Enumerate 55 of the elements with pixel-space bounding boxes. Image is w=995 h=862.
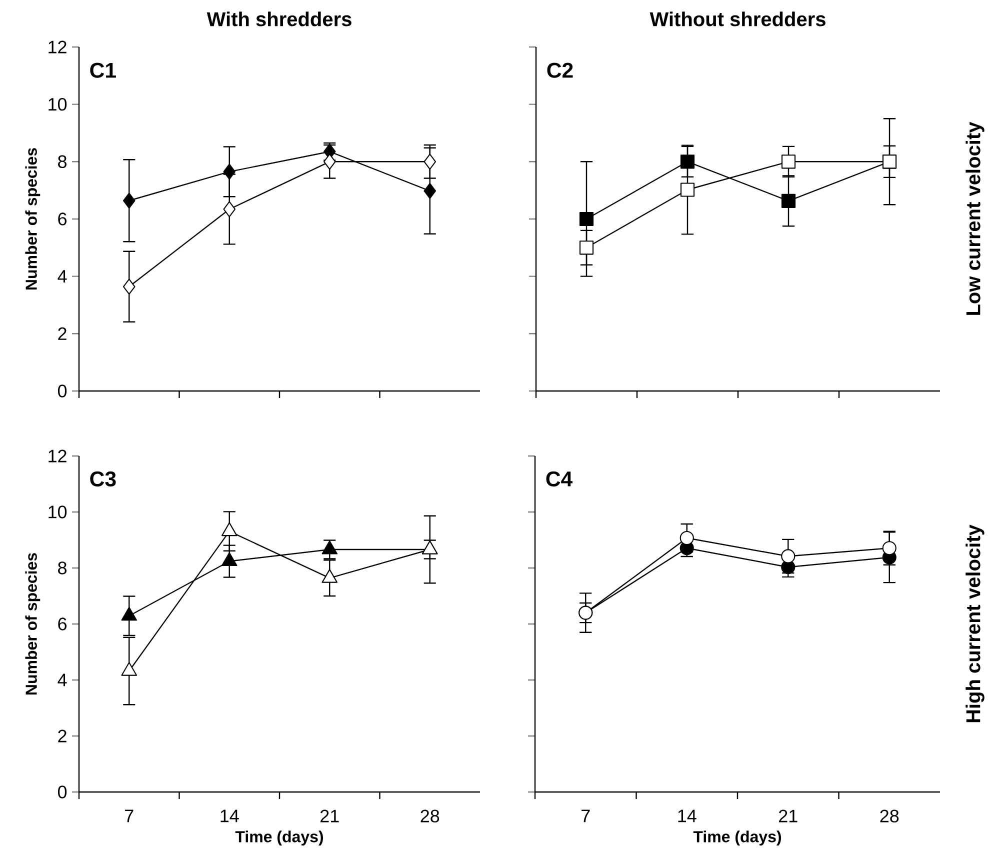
y-axis-title: Number of species — [25, 148, 40, 290]
x-tick-label: 14 — [678, 810, 696, 822]
point — [781, 194, 796, 208]
point — [122, 278, 136, 295]
point — [121, 662, 138, 676]
point — [579, 212, 594, 226]
y-tick-label: 8 — [58, 155, 67, 168]
point — [122, 192, 136, 209]
y-tick-label: 4 — [58, 270, 67, 283]
chart-title: Without shredders — [650, 12, 826, 26]
x-axis-title: Time (days) — [693, 830, 782, 846]
x-tick-label: 21 — [320, 810, 339, 822]
chart-title: With shredders — [206, 12, 352, 26]
point — [221, 522, 238, 536]
point — [680, 154, 695, 169]
point — [424, 182, 436, 199]
x-tick-label: 28 — [420, 810, 440, 822]
point — [221, 552, 238, 566]
y-tick-label: 0 — [58, 384, 67, 398]
y-tick-label: 2 — [58, 730, 66, 742]
annotation: C4 — [546, 471, 573, 486]
x-tick-label: 28 — [880, 810, 899, 822]
point — [223, 201, 236, 218]
point — [579, 240, 594, 255]
y-tick-label: 0 — [58, 786, 67, 798]
x-tick-label: 21 — [779, 810, 798, 822]
y-tick-label: 10 — [48, 506, 67, 518]
x-tick-label: 7 — [125, 810, 134, 822]
point — [781, 549, 796, 564]
annotation: C1 — [90, 62, 116, 78]
point — [223, 164, 236, 180]
x-tick-label: 14 — [220, 810, 239, 822]
y2-axis-title: High current velocity — [966, 524, 984, 722]
x-tick-label: 7 — [582, 810, 590, 822]
point — [781, 154, 796, 169]
y-axis-title: Number of species — [25, 553, 40, 694]
y-tick-label: 4 — [58, 674, 67, 686]
y-tick-label: 6 — [58, 618, 67, 630]
point — [322, 569, 338, 583]
x-axis-title: Time (days) — [235, 830, 324, 846]
annotation: C3 — [90, 471, 116, 486]
y-tick-label: 8 — [58, 562, 67, 574]
point — [323, 154, 336, 170]
point — [680, 182, 695, 197]
point — [680, 530, 694, 546]
y-tick-label: 12 — [48, 40, 66, 54]
point — [322, 540, 338, 554]
annotation: C2 — [547, 62, 573, 78]
y-tick-label: 10 — [48, 98, 67, 111]
y-tick-label: 2 — [58, 327, 66, 340]
y2-axis-title: Low current velocity — [966, 122, 984, 315]
y-tick-label: 6 — [58, 212, 67, 226]
point — [424, 154, 436, 170]
y-tick-label: 12 — [48, 450, 66, 462]
point — [121, 606, 138, 621]
